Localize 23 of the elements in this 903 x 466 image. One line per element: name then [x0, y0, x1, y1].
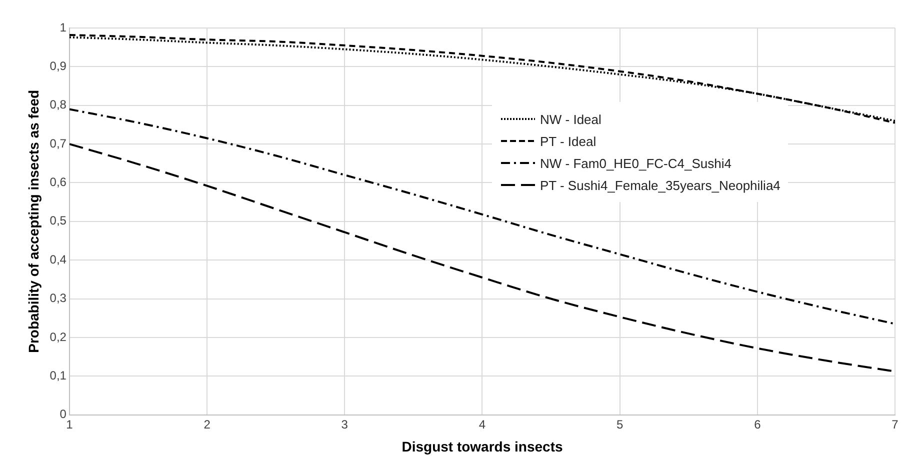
y-tick-label: 0,4	[50, 252, 67, 266]
x-tick-label: 6	[754, 417, 762, 432]
y-tick-label: 0,2	[50, 330, 67, 344]
y-axis-title: Probability of accepting insects as feed	[25, 90, 42, 353]
x-tick-label: 7	[892, 417, 899, 432]
y-tick-label: 0,6	[50, 175, 67, 190]
legend-label: PT - Ideal	[540, 134, 596, 148]
x-axis-title: Disgust towards insects	[402, 438, 563, 454]
x-tick-label: 3	[341, 417, 348, 432]
y-tick-label: 0,7	[50, 136, 67, 150]
y-tick-label: 0	[60, 407, 67, 422]
y-tick-label: 0,3	[50, 291, 67, 306]
legend-label: PT - Sushi4_Female_35years_Neophilia4	[540, 178, 780, 192]
y-tick-label: 0,9	[50, 58, 67, 73]
y-tick-label: 0,1	[50, 368, 67, 382]
x-tick-label: 5	[616, 417, 624, 432]
y-tick-label: 0,8	[50, 98, 67, 112]
y-tick-label: 0,5	[50, 214, 67, 228]
legend-label: NW - Fam0_HE0_FC-C4_Sushi4	[540, 156, 732, 170]
y-tick-label: 1	[60, 20, 67, 34]
x-tick-label: 4	[478, 417, 486, 432]
legend-label: NW - Ideal	[540, 112, 602, 126]
x-tick-label: 2	[204, 417, 211, 432]
